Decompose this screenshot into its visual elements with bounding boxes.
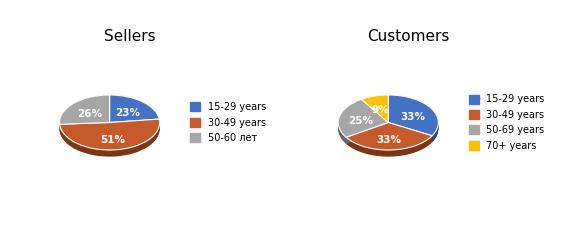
Wedge shape [110,100,159,128]
Wedge shape [338,101,388,139]
Wedge shape [388,95,439,136]
Wedge shape [338,106,388,144]
Wedge shape [60,96,110,125]
Wedge shape [60,95,110,124]
Wedge shape [60,95,110,124]
Title: Sellers: Sellers [104,29,155,44]
Wedge shape [361,97,388,124]
Wedge shape [60,119,160,150]
Wedge shape [60,121,160,152]
Wedge shape [361,97,388,125]
Wedge shape [388,100,439,141]
Text: 33%: 33% [400,112,425,122]
Text: 23%: 23% [115,108,141,118]
Wedge shape [361,100,388,128]
Wedge shape [388,102,439,142]
Wedge shape [60,100,110,129]
Wedge shape [110,98,159,125]
Title: Customers: Customers [367,29,449,44]
Wedge shape [60,99,110,128]
Wedge shape [361,95,388,122]
Wedge shape [110,97,159,125]
Wedge shape [110,97,159,124]
Wedge shape [60,119,160,150]
Wedge shape [346,125,432,152]
Wedge shape [346,129,432,157]
Wedge shape [338,101,388,139]
Wedge shape [388,95,439,136]
Wedge shape [60,101,110,130]
Wedge shape [60,124,160,155]
Wedge shape [346,123,432,151]
Wedge shape [346,125,432,153]
Wedge shape [110,95,159,122]
Wedge shape [388,99,439,139]
Wedge shape [338,99,388,137]
Wedge shape [110,102,159,129]
Wedge shape [388,99,439,140]
Wedge shape [338,99,388,137]
Wedge shape [361,102,388,129]
Wedge shape [60,98,110,127]
Wedge shape [388,101,439,142]
Wedge shape [60,123,160,154]
Text: 51%: 51% [100,135,125,145]
Wedge shape [110,96,159,123]
Wedge shape [361,99,388,127]
Wedge shape [346,126,432,154]
Wedge shape [60,126,160,157]
Legend: 15-29 years, 30-49 years, 50-60 лет: 15-29 years, 30-49 years, 50-60 лет [190,102,266,143]
Wedge shape [110,99,159,126]
Text: 9%: 9% [372,105,389,115]
Wedge shape [60,99,110,129]
Wedge shape [361,96,388,123]
Wedge shape [346,128,432,155]
Wedge shape [110,101,159,128]
Wedge shape [361,95,388,122]
Wedge shape [60,120,160,151]
Wedge shape [338,103,388,141]
Wedge shape [361,99,388,126]
Text: 26%: 26% [77,109,102,119]
Wedge shape [110,99,159,127]
Wedge shape [60,122,160,153]
Wedge shape [60,97,110,126]
Wedge shape [346,122,432,150]
Wedge shape [338,100,388,138]
Wedge shape [361,101,388,128]
Wedge shape [388,97,439,138]
Wedge shape [110,95,159,122]
Legend: 15-29 years, 30-49 years, 50-69 years, 70+ years: 15-29 years, 30-49 years, 50-69 years, 7… [469,95,545,150]
Wedge shape [346,124,432,151]
Wedge shape [60,102,110,131]
Wedge shape [346,128,432,156]
Wedge shape [338,104,388,142]
Wedge shape [60,121,160,151]
Wedge shape [60,97,110,126]
Text: 33%: 33% [377,135,401,145]
Text: 25%: 25% [348,116,373,126]
Wedge shape [346,122,432,150]
Wedge shape [388,97,439,137]
Wedge shape [60,125,160,156]
Wedge shape [338,105,388,143]
Wedge shape [338,102,388,140]
Wedge shape [346,127,432,154]
Wedge shape [60,123,160,154]
Wedge shape [388,96,439,136]
Wedge shape [338,104,388,142]
Wedge shape [388,98,439,139]
Wedge shape [361,98,388,125]
